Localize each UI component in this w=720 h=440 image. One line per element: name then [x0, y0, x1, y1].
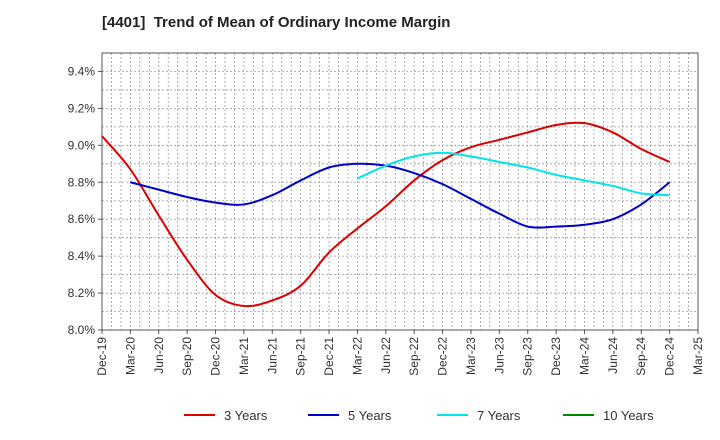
x-tick-label: Sep-24 — [634, 337, 648, 376]
x-tick-label: Mar-23 — [464, 337, 478, 375]
x-tick-label: Mar-25 — [691, 337, 705, 375]
series-line-7-years — [357, 151, 670, 197]
plot-border — [101, 52, 699, 331]
x-tick-label: Dec-24 — [663, 337, 677, 376]
x-tick-label: Jun-24 — [606, 337, 620, 374]
x-tick-label: Mar-20 — [123, 337, 137, 375]
x-tick-label: Dec-23 — [549, 337, 563, 376]
y-tick-label: 8.4% — [68, 249, 96, 263]
y-tick-label: 9.2% — [68, 101, 96, 115]
chart-title: [4401] Trend of Mean of Ordinary Income … — [102, 14, 451, 31]
x-tick-label: Mar-22 — [350, 337, 364, 375]
y-tick-label: 8.6% — [68, 212, 96, 226]
y-tick-label: 9.0% — [68, 138, 96, 152]
x-tick-label: Dec-22 — [436, 337, 450, 376]
series-line-5-years — [130, 162, 671, 229]
legend-label-10-years: 10 Years — [603, 408, 654, 423]
x-tick-label: Jun-23 — [492, 337, 506, 374]
x-tick-label: Dec-20 — [209, 337, 223, 376]
x-tick-label: Sep-21 — [294, 337, 308, 376]
x-tick-label: Mar-24 — [577, 337, 591, 375]
legend-label-5-years: 5 Years — [348, 408, 392, 423]
x-tick-label: Jun-22 — [379, 337, 393, 374]
x-tick-label: Jun-20 — [152, 337, 166, 374]
plot-area — [102, 53, 698, 330]
x-tick-label: Sep-22 — [407, 337, 421, 376]
x-tick-label: Jun-21 — [265, 337, 279, 374]
x-tick-label: Dec-19 — [95, 337, 109, 376]
y-tick-label: 9.4% — [68, 64, 96, 78]
series-line-3-years — [101, 121, 671, 308]
legend-label-7-years: 7 Years — [477, 408, 521, 423]
x-tick-label: Sep-23 — [521, 337, 535, 376]
x-tick-label: Mar-21 — [237, 337, 251, 375]
legend-label-3-years: 3 Years — [224, 408, 268, 423]
x-tick-label: Dec-21 — [322, 337, 336, 376]
y-tick-label: 8.2% — [68, 286, 96, 300]
x-tick-label: Sep-20 — [180, 337, 194, 376]
y-tick-label: 8.0% — [68, 323, 96, 337]
y-tick-label: 8.8% — [68, 175, 96, 189]
